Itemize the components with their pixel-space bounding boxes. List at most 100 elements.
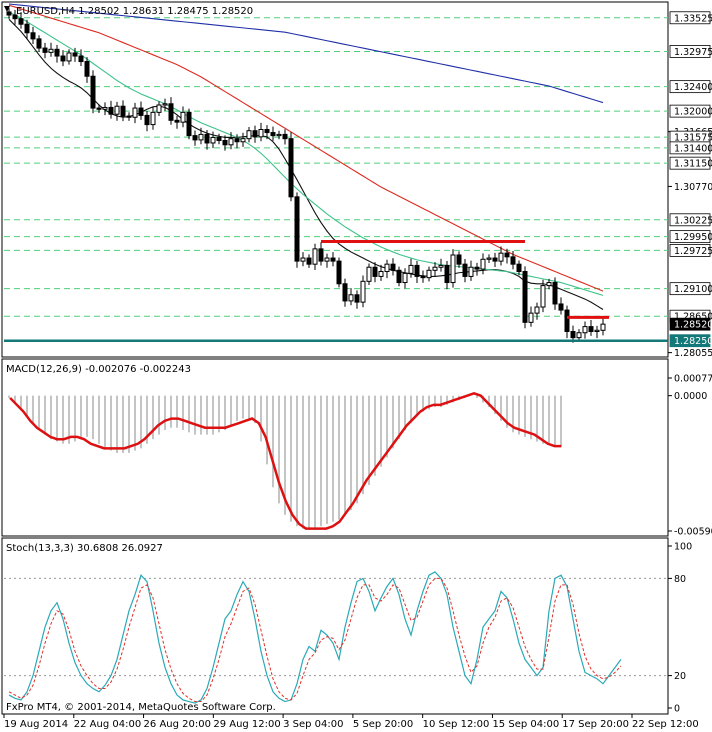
candle-body [540,285,546,308]
price-tick-label: 1.30225 [674,215,712,226]
candle-body [360,280,366,303]
price-tick-label: 1.31575 [674,133,712,144]
candle-body [174,119,180,123]
price-tick-label: 1.30770 [674,182,712,193]
watermark: FxPro MT4, © 2001-2014, MetaQuotes Softw… [6,702,276,713]
macd-axis: 0.00077 0.0000 -0.005906 [668,374,712,537]
candle-body [504,252,510,258]
candle-body [192,135,198,141]
candle-body [576,332,582,339]
candle-body [318,248,324,262]
candle-body [198,133,204,141]
candle-body [450,254,456,284]
candle-body [462,263,468,277]
price-label-box [669,45,711,58]
candle-body [570,331,576,339]
macd-pane[interactable]: 0.00077 0.0000 -0.005906 MACD(12,26,9) -0.… [1,358,712,537]
time-axis: 19 Aug 2014 22 Aug 04:00 26 Aug 20:00 29 Au… [3,714,699,730]
candle-body [408,264,414,274]
stoch-title: Stoch(13,3,3) 30.6808 26.0927 [6,543,163,554]
price-pane[interactable]: 1.335251.329751.324001.320001.316651.315… [1,1,712,359]
candle-body [390,263,396,271]
candle-body [372,266,378,277]
price-tick-label: 1.28250 [674,336,712,347]
price-axis: 1.335251.329751.324001.320001.316651.315… [668,11,712,359]
candle-body [480,258,486,270]
candle-body [588,326,594,333]
candle-body [72,52,78,57]
drawn-lines[interactable] [4,240,668,342]
stoch-tick-label: 100 [674,542,692,553]
macd-tick-label: 0.0000 [674,391,707,402]
candle-body [48,48,54,53]
candle-body [492,257,498,262]
stoch-axis: 100 80 20 0 [668,542,692,715]
candle-body [246,130,252,140]
price-label-box [669,317,711,331]
candle-body [264,128,270,134]
moving-average-line [8,11,604,296]
candle-body [42,47,48,53]
candle-body [114,105,120,115]
candle-body [6,11,12,16]
price-tick-label: 1.29950 [674,232,712,243]
chevron-down-icon[interactable] [4,6,10,12]
candle-body [216,136,222,142]
candle-body [522,271,528,323]
stoch-pane[interactable]: 100 80 20 0 Stoch(13,3,3) 30.6808 26.0927 F… [1,537,692,715]
candle-body [552,282,558,305]
price-label-box [669,141,711,155]
candle-body [222,140,228,146]
moving-averages [8,3,604,310]
candle-body [534,306,540,314]
candle-body [396,269,402,284]
candle-body [126,115,132,118]
price-tick-label: 1.32975 [674,47,712,58]
candle-body [12,14,18,20]
candle-body [162,103,168,106]
candle-body [510,256,516,265]
price-label-box [669,334,711,348]
candle-body [426,269,432,279]
candle-body [234,138,240,143]
candle-body [486,257,492,260]
time-tick-label: 10 Sep 12:00 [423,719,490,730]
macd-tick-label: 0.00077 [674,374,712,385]
candle-body [342,283,348,302]
candle-body [312,248,318,265]
candle-body [288,138,294,198]
candle-body [348,294,354,302]
candle-body [96,107,102,110]
candle-body [474,266,480,270]
price-tick-label: 1.28055 [674,348,712,359]
candle-body [546,282,552,287]
candle-body [138,107,144,116]
candle-body [18,18,24,25]
price-label-box [669,80,711,94]
price-tick-label: 1.32400 [674,82,712,93]
candle-body [564,309,570,333]
candle-body [354,294,360,303]
candlesticks [6,8,606,343]
candle-body [306,257,312,265]
moving-average-line [8,3,604,104]
price-tick-label: 1.29100 [674,284,712,295]
candle-body [270,132,276,137]
candle-body [498,252,504,262]
time-tick-label: 15 Sep 04:00 [492,719,559,730]
price-tick-label: 1.31150 [674,159,712,170]
candle-body [186,111,192,137]
macd-signal-line [9,392,562,530]
candle-body [30,32,36,40]
candle-body [78,55,84,63]
candle-body [144,114,150,126]
time-tick-label: 3 Sep 04:00 [283,719,343,730]
macd-signal-line [9,392,562,530]
candle-body [132,107,138,118]
candle-body [168,103,174,121]
macd-title: MACD(12,26,9) -0.002076 -0.002243 [6,364,191,375]
candle-body [432,266,438,271]
time-tick-label: 26 Aug 20:00 [144,719,211,730]
candle-body [516,263,522,273]
